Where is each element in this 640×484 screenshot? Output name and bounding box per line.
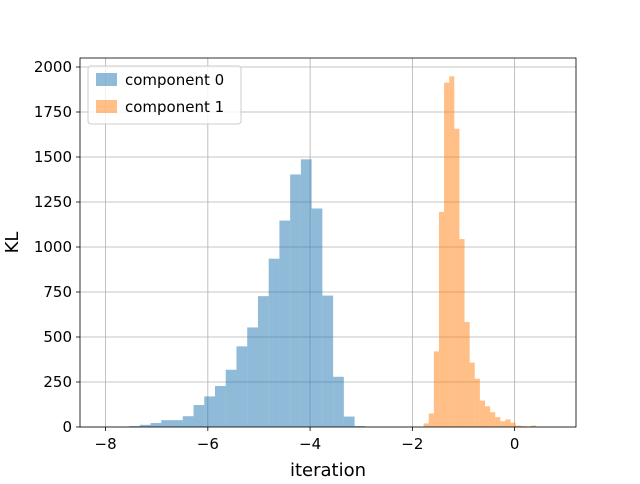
histogram-bar — [312, 208, 323, 427]
histogram-bar — [161, 420, 172, 427]
histogram-bar — [194, 405, 205, 427]
histogram-bar — [226, 370, 237, 427]
histogram-bar — [449, 76, 454, 427]
histogram-bar — [247, 327, 258, 427]
y-tick-label: 1750 — [34, 103, 72, 121]
histogram-bar — [204, 396, 215, 427]
legend-label: component 1 — [125, 98, 224, 116]
x-tick-label: 0 — [510, 435, 520, 453]
histogram-bar — [490, 412, 495, 427]
y-tick-label: 1250 — [34, 193, 72, 211]
histogram-bar — [269, 259, 280, 427]
histogram-bar — [475, 379, 480, 427]
histogram-bar — [172, 420, 183, 427]
y-axis-label: KL — [2, 232, 23, 254]
legend-swatch — [96, 100, 117, 113]
legend-label: component 0 — [125, 71, 224, 89]
y-tick-label: 0 — [62, 418, 72, 436]
histogram-bar — [236, 346, 247, 427]
histogram-bar — [183, 416, 194, 427]
histogram-bar — [444, 83, 449, 427]
histogram-bar — [279, 221, 290, 427]
histogram-bar — [470, 363, 475, 427]
x-tick-label: −6 — [197, 435, 219, 453]
histogram-bar — [511, 423, 516, 427]
histogram-bar — [301, 159, 312, 427]
histogram-bar — [495, 417, 500, 427]
y-tick-label: 2000 — [34, 58, 72, 76]
histogram-bar — [290, 174, 301, 427]
legend: component 0 component 1 — [88, 66, 241, 124]
histogram-bar — [258, 296, 269, 427]
histogram-bar — [439, 212, 444, 427]
histogram-bar — [454, 129, 459, 427]
x-tick-label: −2 — [401, 435, 423, 453]
histogram-bar — [480, 401, 485, 427]
histogram-bar — [344, 417, 355, 427]
histogram-bar — [434, 351, 439, 427]
histogram-bar — [333, 377, 344, 427]
y-tick-label: 1500 — [34, 148, 72, 166]
histogram-bar — [424, 423, 429, 427]
histogram-bar — [459, 239, 464, 427]
y-tick-label: 500 — [43, 328, 72, 346]
y-tick-label: 1000 — [34, 238, 72, 256]
x-tick-label: −8 — [95, 435, 117, 453]
x-axis-label: iteration — [290, 460, 366, 480]
legend-swatch — [96, 73, 117, 86]
histogram-bar — [505, 419, 510, 427]
x-tick-label: −4 — [299, 435, 321, 453]
histogram-bar — [500, 421, 505, 427]
y-tick-label: 750 — [43, 283, 72, 301]
histogram-bar — [215, 386, 226, 427]
histogram-bar — [322, 296, 333, 427]
y-tick-label: 250 — [43, 373, 72, 391]
histogram-bar — [485, 406, 490, 427]
histogram-bar — [429, 414, 434, 428]
histogram-bar — [465, 322, 470, 427]
histogram-bar — [151, 423, 162, 427]
